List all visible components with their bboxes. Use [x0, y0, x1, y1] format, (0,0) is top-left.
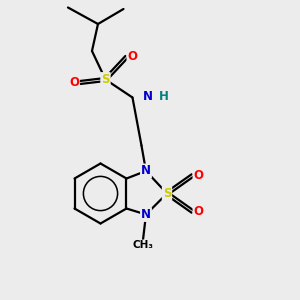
- Text: CH₃: CH₃: [133, 240, 154, 250]
- Text: N: N: [141, 164, 151, 178]
- Text: N: N: [142, 89, 152, 103]
- Text: S: S: [163, 187, 171, 200]
- Text: O: O: [69, 76, 79, 89]
- Text: O: O: [194, 205, 203, 218]
- Text: O: O: [194, 169, 203, 182]
- Text: O: O: [128, 50, 137, 64]
- Text: S: S: [101, 73, 110, 86]
- Text: N: N: [141, 208, 151, 221]
- Text: H: H: [159, 89, 169, 103]
